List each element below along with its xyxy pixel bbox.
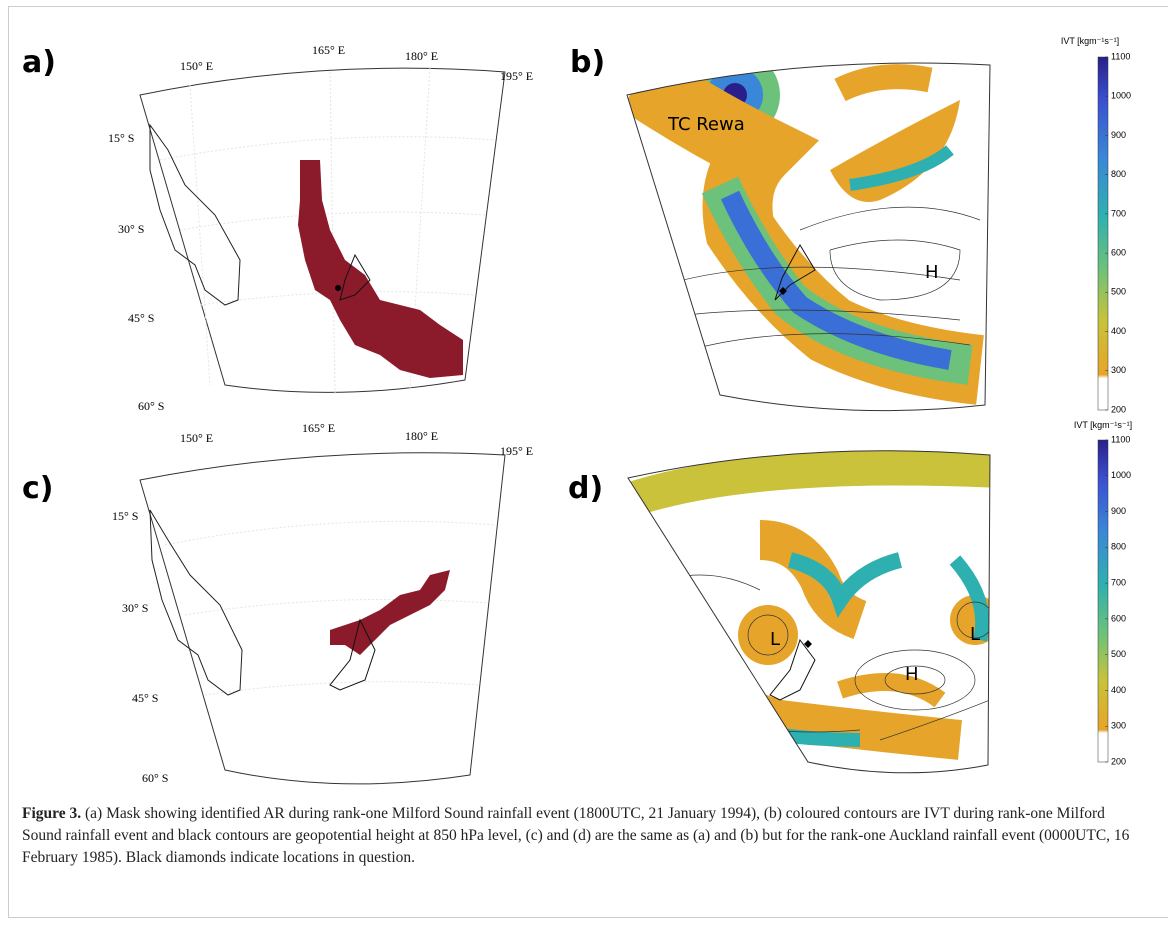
map-a [139, 67, 506, 396]
colorbar-tick-label: 500 [1111, 287, 1126, 297]
annotation: L [970, 624, 980, 645]
map-b [626, 62, 991, 412]
colorbar-tick-label: 1000 [1111, 470, 1131, 480]
panel-label: a) [22, 45, 56, 80]
colorbar [1097, 56, 1109, 411]
colorbar-title: IVT [kgm⁻¹s⁻¹] [1074, 420, 1132, 430]
colorbar-tick-label: 200 [1111, 404, 1126, 414]
figure-frame [8, 6, 1168, 918]
lon-label: 195° E [500, 69, 533, 83]
lon-label: 150° E [180, 59, 213, 73]
lat-label: 30° S [122, 601, 148, 615]
caption-text: (a) Mask showing identified AR during ra… [22, 805, 1130, 866]
colorbar-tick-label: 400 [1111, 685, 1126, 695]
annotation: L [770, 629, 780, 650]
map-c [139, 452, 506, 785]
panel-label: c) [22, 471, 54, 506]
colorbar-tick-label: 900 [1111, 130, 1126, 140]
colorbar-tick-label: 1100 [1111, 434, 1130, 444]
lon-label: 165° E [312, 43, 345, 57]
colorbar-tick-label: 1100 [1111, 51, 1130, 61]
lat-label: 45° S [132, 691, 158, 705]
colorbar-tick-label: 200 [1111, 756, 1126, 766]
lon-label: 180° E [405, 49, 438, 63]
lat-label: 30° S [118, 222, 144, 236]
colorbar-title: IVT [kgm⁻¹s⁻¹] [1061, 36, 1119, 46]
map-d [627, 450, 991, 774]
lon-label: 180° E [405, 429, 438, 443]
lat-label: 60° S [142, 771, 168, 785]
lon-label: 150° E [180, 431, 213, 445]
lat-label: 45° S [128, 311, 154, 325]
lat-label: 60° S [138, 399, 164, 413]
annotation: H [925, 262, 939, 283]
lon-label: 165° E [302, 421, 335, 435]
lon-label: 195° E [500, 444, 533, 458]
colorbar-tick-label: 600 [1111, 247, 1126, 257]
colorbar-tick-label: 800 [1111, 542, 1126, 552]
lat-label: 15° S [112, 509, 138, 523]
colorbar-tick-label: 300 [1111, 365, 1126, 375]
colorbar-tick-label: 800 [1111, 169, 1126, 179]
colorbar-tick-label: 900 [1111, 506, 1126, 516]
caption: Figure 3. (a) Mask showing identified AR… [22, 803, 1142, 869]
colorbar-tick-label: 400 [1111, 326, 1126, 336]
colorbar-tick-label: 500 [1111, 649, 1126, 659]
lat-label: 15° S [108, 131, 134, 145]
colorbar-tick-label: 700 [1111, 208, 1126, 218]
colorbar-tick-label: 1000 [1111, 91, 1131, 101]
colorbar-tick-label: 700 [1111, 577, 1126, 587]
figure: IVT [kgm⁻¹s⁻¹] IVT [kgm⁻¹s⁻¹] a) b) c) d… [22, 36, 1132, 785]
annotation: H [905, 664, 919, 685]
panel-label: b) [570, 45, 605, 80]
panel-label: d) [568, 471, 603, 506]
colorbar-tick-label: 600 [1111, 613, 1126, 623]
annotation: TC Rewa [667, 114, 745, 135]
colorbar-tick-label: 300 [1111, 721, 1126, 731]
caption-label: Figure 3. [22, 805, 82, 822]
colorbar [1097, 439, 1109, 763]
